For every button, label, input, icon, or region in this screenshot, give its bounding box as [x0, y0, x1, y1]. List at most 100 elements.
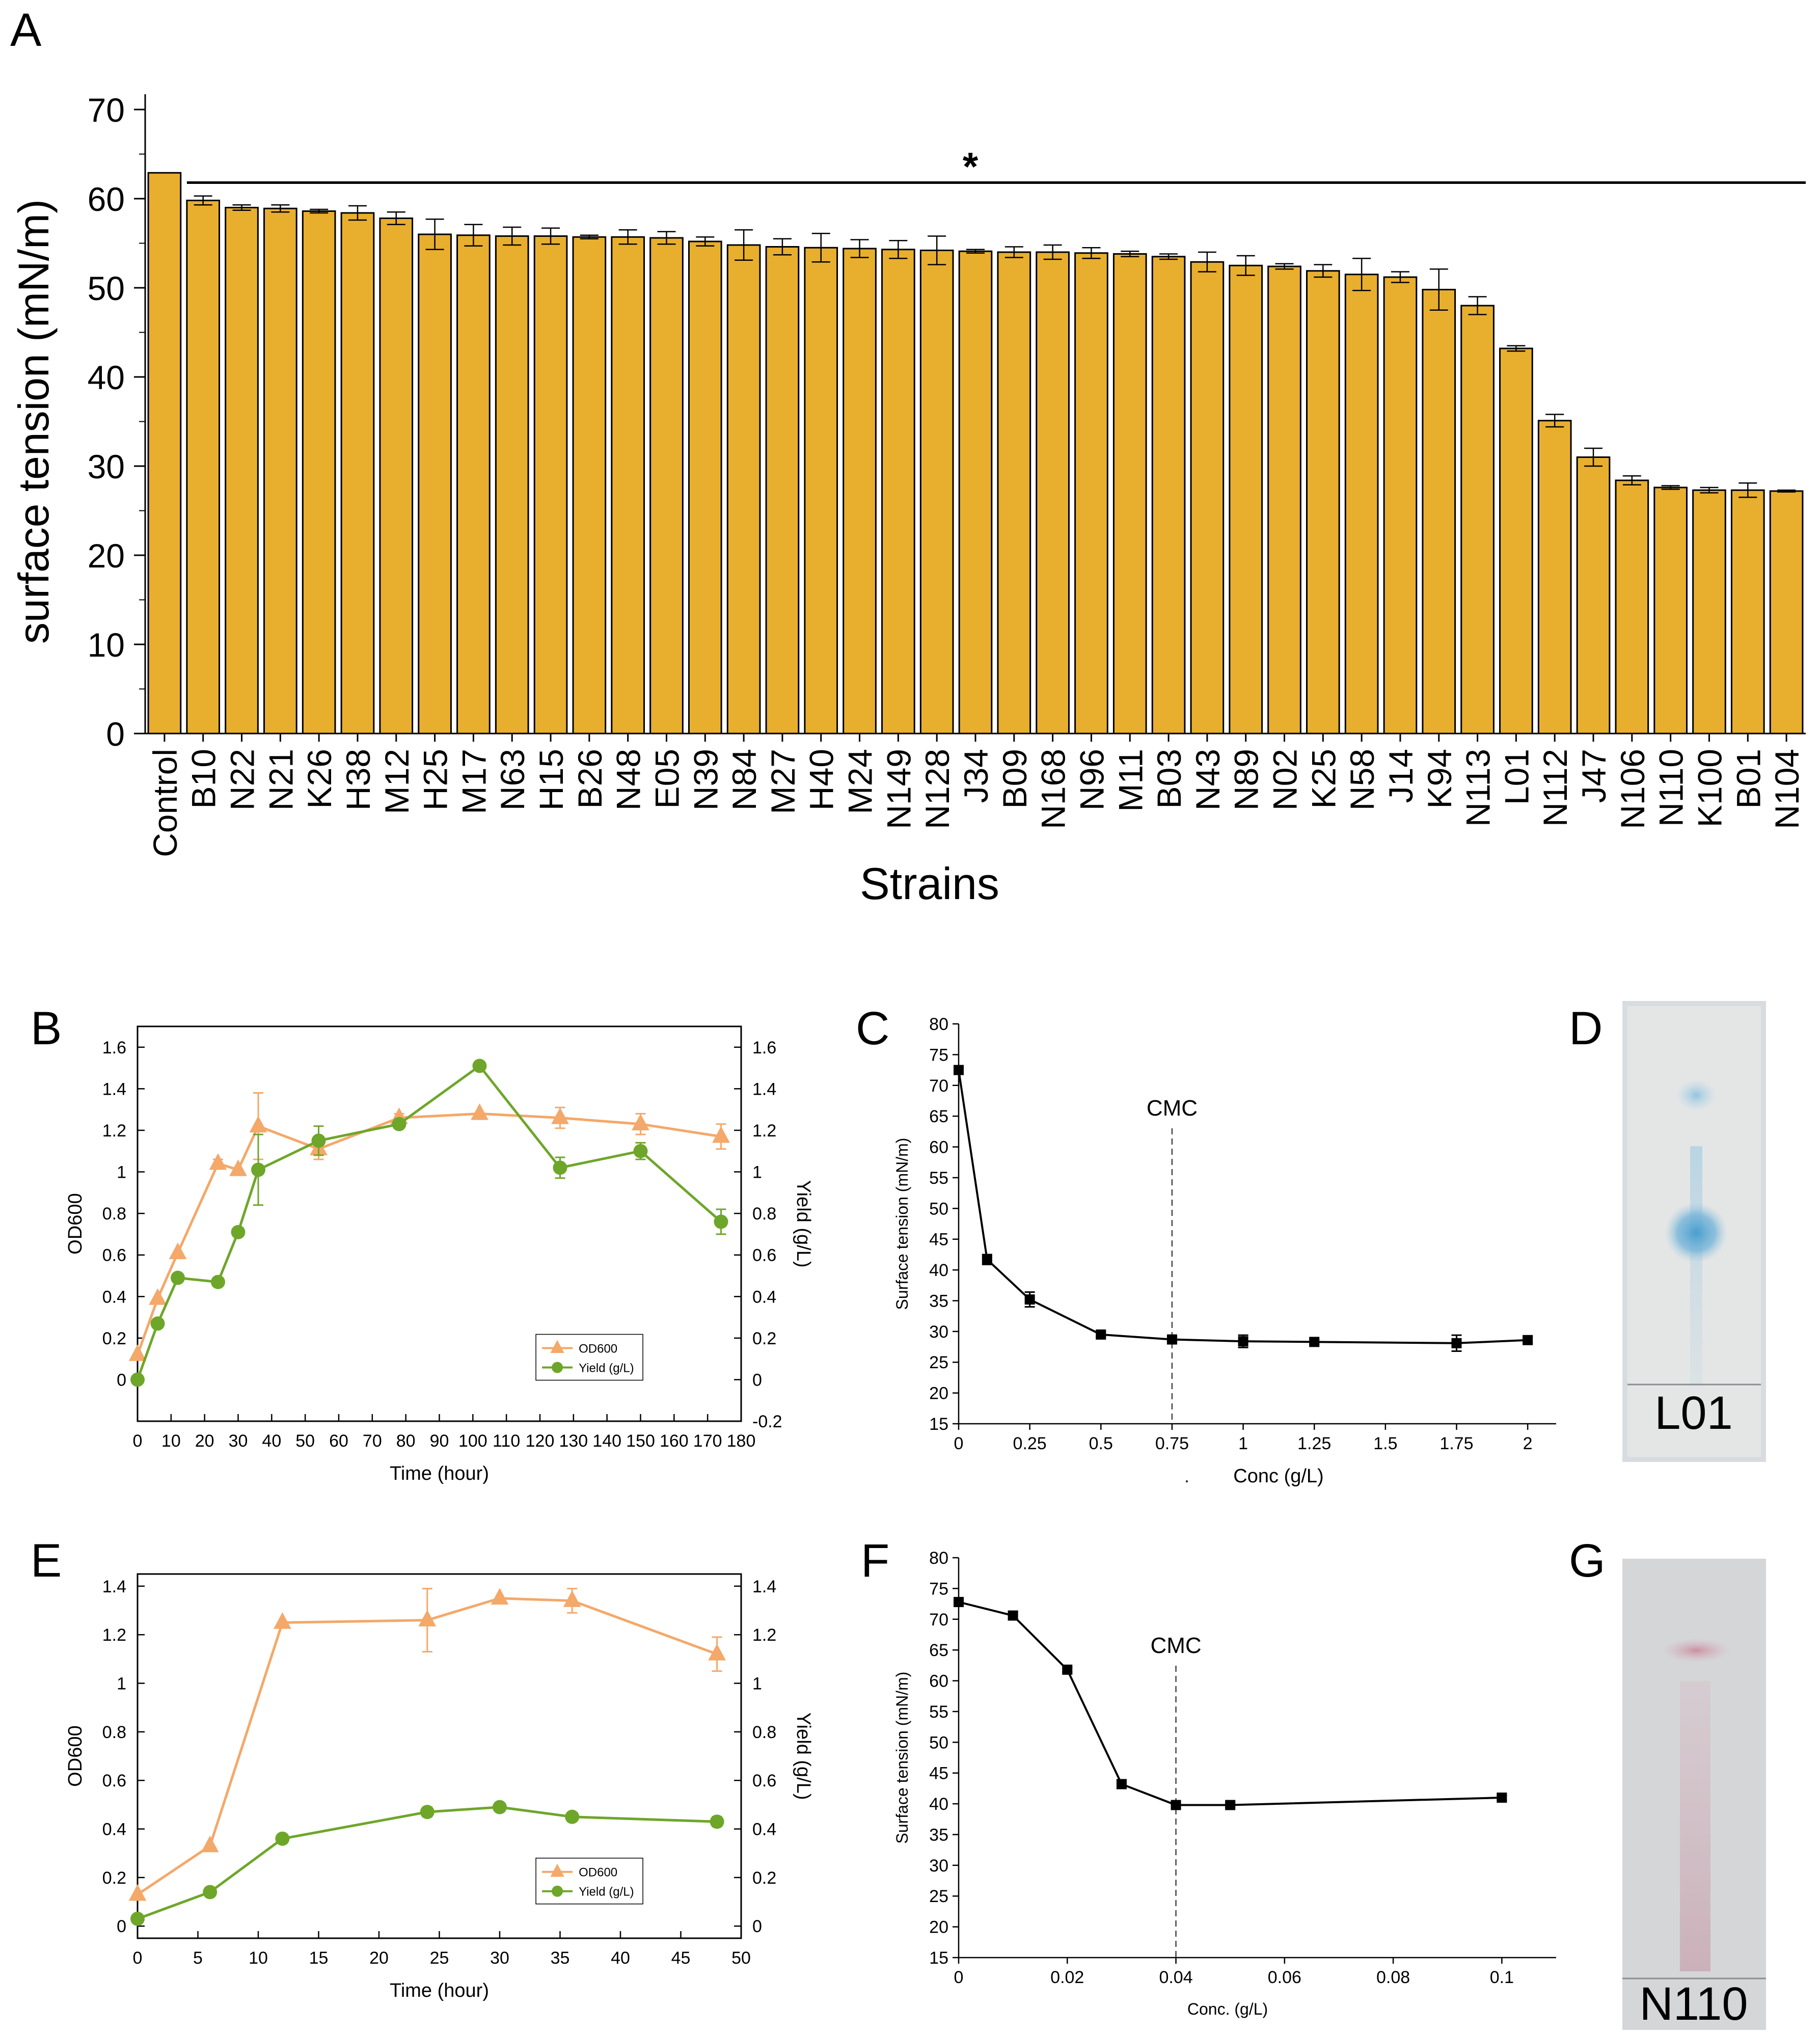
y-tick-label: 80: [929, 1015, 948, 1034]
y2-tick-label: 0.4: [752, 1820, 776, 1839]
data-point: [128, 1884, 147, 1901]
x-tick-label: 1.5: [1373, 1434, 1397, 1453]
x-tick-label: 0.5: [1089, 1434, 1113, 1453]
bar: [572, 236, 607, 735]
legend-box: [535, 1334, 643, 1381]
x-tick-label: 25: [430, 1948, 449, 1968]
data-point: [552, 1885, 563, 1897]
bar: [263, 207, 297, 735]
x-tick-label: 120: [526, 1431, 555, 1451]
x-tick-label: B26: [571, 749, 609, 808]
data-point: [274, 1612, 291, 1629]
x-tick-label: 60: [329, 1431, 348, 1451]
data-point: [1171, 1800, 1181, 1810]
data-point: [1523, 1335, 1533, 1345]
legend-box: [535, 1857, 643, 1905]
series-line: [136, 1064, 722, 1380]
y-tick-label: 60: [88, 180, 125, 218]
bar: [1769, 490, 1804, 735]
cmc-label: CMC: [1147, 1096, 1198, 1121]
x-tick-label: 0.08: [1376, 1968, 1410, 1987]
x-tick-label: 5: [193, 1948, 203, 1968]
bar: [1576, 456, 1611, 735]
x-axis-title-prefix: .: [1184, 1467, 1189, 1486]
y-tick-label: 50: [929, 1199, 948, 1218]
bar-chart-surface-tension: 0 10 20 30 40 50 60 70 surface tension (mN/m) Con…: [10, 91, 1806, 909]
y-tick-label: 50: [929, 1733, 948, 1752]
x-tick-label: N02: [1266, 749, 1304, 810]
tlc-plate-g: N110: [1622, 1559, 1766, 2030]
y-tick-label: 20: [88, 537, 125, 575]
x-tick-label: N106: [1614, 749, 1651, 829]
y-axis-title: Surface tension (mN/m): [893, 1672, 911, 1844]
x-tick-label: 0.75: [1155, 1434, 1189, 1453]
x-tick-label: 110: [493, 1431, 520, 1451]
data-point: [472, 1059, 487, 1073]
bar: [1537, 420, 1572, 735]
data-point: [714, 1214, 728, 1229]
y-tick-label: 25: [929, 1353, 948, 1372]
bar: [649, 237, 684, 735]
x-tick-label: L01: [1498, 749, 1535, 805]
series-line: [958, 1601, 1502, 1806]
bar: [688, 240, 722, 735]
x-tick-label: B09: [996, 749, 1034, 808]
bar: [1112, 253, 1147, 735]
plate-streak: [1690, 1146, 1702, 1386]
data-point: [251, 1162, 265, 1177]
plate-spot-large: [1665, 1202, 1728, 1263]
panel-letter-f: F: [861, 1535, 889, 1587]
data-point: [633, 1144, 648, 1158]
y2-tick-label: 1: [752, 1163, 762, 1182]
x-tick-label: 0: [133, 1431, 143, 1451]
y2-tick-label: 0.2: [752, 1329, 776, 1348]
x-tick-label: J47: [1575, 749, 1613, 803]
x-axis-title: Conc (g/L): [1233, 1466, 1323, 1487]
bar: [1653, 486, 1688, 735]
x-tick-label: 130: [559, 1431, 588, 1451]
y2-tick-label: 0.4: [752, 1287, 776, 1307]
x-tick-label: 40: [611, 1948, 630, 1968]
y2-tick-label: 1.2: [752, 1121, 776, 1141]
y-tick-label: 1: [117, 1163, 126, 1182]
data-point: [1024, 1294, 1035, 1305]
legend-label: OD600: [579, 1342, 617, 1356]
x-tick-label: K25: [1305, 749, 1342, 808]
x-tick-label: N39: [687, 749, 724, 810]
y2-tick-label: 0.8: [752, 1723, 776, 1742]
series-line: [958, 1070, 1528, 1344]
bar: [1692, 489, 1726, 735]
x-tick-label: 50: [295, 1431, 315, 1451]
x-tick-label: 10: [249, 1948, 268, 1968]
y-tick-label: 15: [929, 1948, 948, 1968]
y2-tick-label: 0.6: [752, 1771, 776, 1791]
data-point: [130, 1911, 145, 1926]
data-point: [491, 1588, 509, 1605]
y-tick-label: 55: [929, 1702, 948, 1722]
x-tick-label: 45: [671, 1948, 691, 1968]
y-tick-label: 0.4: [102, 1287, 126, 1307]
x-tick-label: 80: [396, 1431, 416, 1451]
x-axis-title: Conc. (g/L): [1187, 2000, 1268, 2018]
x-tick-label: M17: [455, 749, 493, 814]
y-tick-label: 1: [117, 1674, 126, 1694]
y-tick-label: 50: [88, 269, 125, 307]
y-tick-label: 0.4: [102, 1820, 126, 1839]
growth-chart-b: 0 10 20 30 40 50 60 70 80 90 100 110 120 130 140 150 160…: [65, 1025, 814, 1484]
x-tick-label: 0.02: [1050, 1968, 1084, 1987]
plate-spot-small: [1676, 1079, 1717, 1111]
bar: [1036, 251, 1070, 735]
y-tick-label: 70: [88, 91, 125, 129]
bar: [340, 212, 375, 735]
panel-letter-e: E: [31, 1535, 62, 1587]
x-tick-label: Control: [146, 749, 184, 857]
data-point: [1309, 1337, 1320, 1347]
x-tick-label: 20: [369, 1948, 389, 1968]
x-tick-label: 10: [161, 1431, 181, 1451]
x-axis-title: Strains: [860, 858, 999, 909]
data-point: [552, 1362, 563, 1373]
x-tick-label: N21: [262, 749, 300, 810]
x-tick-label: N48: [610, 749, 647, 810]
data-point: [710, 1814, 724, 1829]
